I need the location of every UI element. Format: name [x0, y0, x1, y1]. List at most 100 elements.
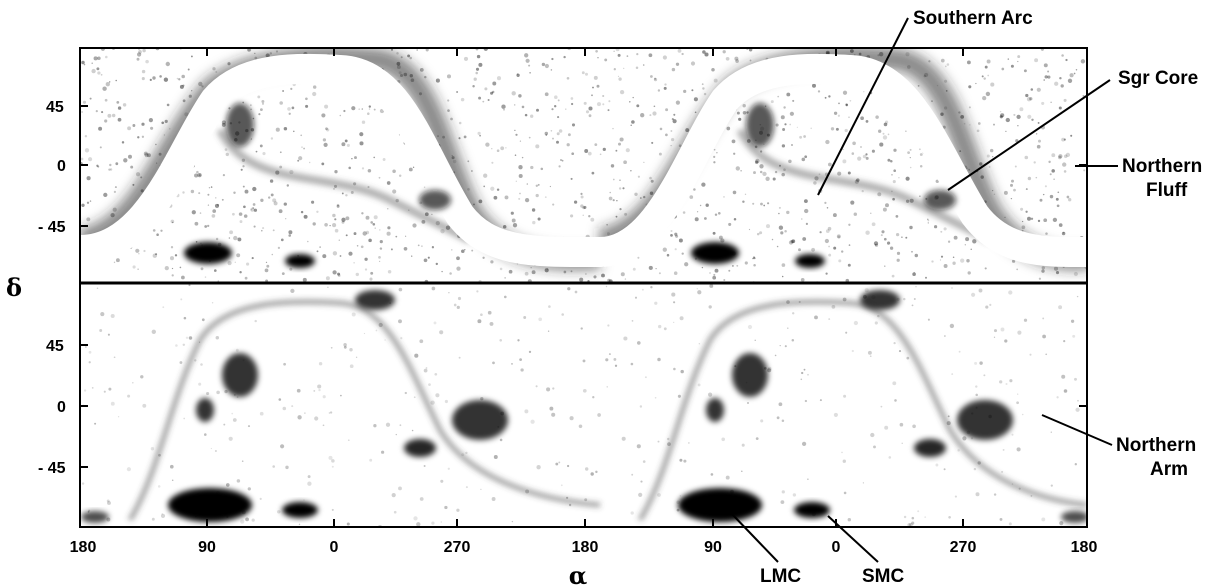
y-tick-top-m45: - 45 — [38, 219, 66, 236]
star-dot — [136, 57, 140, 61]
star-dot — [960, 258, 965, 263]
star-dot — [1008, 290, 1013, 295]
star-dot — [708, 305, 712, 309]
star-dot — [767, 366, 772, 371]
star-dot — [470, 170, 473, 172]
star-dot — [373, 108, 376, 111]
star-dot — [1059, 521, 1064, 526]
star-dot — [561, 159, 564, 162]
star-dot — [288, 230, 293, 235]
star-dot — [712, 231, 716, 235]
star-dot — [630, 170, 632, 172]
star-dot — [891, 274, 895, 278]
star-dot — [1054, 81, 1059, 86]
star-dot — [799, 135, 803, 139]
star-dot — [85, 346, 87, 348]
star-dot — [115, 258, 120, 263]
star-dot — [211, 214, 216, 218]
star-dot — [393, 510, 397, 514]
star-dot — [478, 199, 483, 204]
star-dot — [585, 110, 590, 114]
star-dot — [940, 230, 943, 233]
star-dot — [250, 104, 252, 106]
star-dot — [337, 274, 341, 277]
star-dot — [412, 166, 415, 168]
star-dot — [606, 223, 608, 226]
star-dot — [983, 77, 986, 80]
star-dot — [1021, 220, 1024, 223]
star-dot — [180, 298, 183, 301]
star-dot — [97, 56, 101, 60]
star-dot — [361, 108, 364, 110]
star-dot — [713, 161, 716, 164]
star-dot — [215, 237, 219, 241]
star-dot — [789, 123, 792, 126]
star-dot — [150, 447, 155, 451]
star-dot — [877, 192, 882, 197]
star-dot — [305, 97, 308, 101]
star-dot — [440, 521, 443, 523]
star-dot — [1027, 176, 1032, 181]
star-dot — [344, 139, 348, 143]
star-dot — [1044, 185, 1047, 188]
star-dot — [546, 387, 551, 392]
star-dot — [245, 517, 250, 522]
star-dot — [368, 108, 371, 110]
star-dot — [424, 75, 427, 79]
star-dot — [279, 165, 283, 169]
annotation-lines — [729, 17, 1118, 563]
star-dot — [171, 479, 174, 482]
star-dot — [456, 266, 461, 271]
star-dot — [109, 168, 113, 171]
star-dot — [107, 501, 111, 505]
star-dot — [602, 103, 605, 106]
bottom-star-density — [80, 284, 1080, 527]
star-dot — [962, 436, 967, 441]
star-dot — [96, 287, 99, 289]
star-dot — [1062, 162, 1067, 167]
star-dot — [113, 356, 116, 359]
star-dot — [253, 208, 258, 212]
star-dot — [88, 350, 92, 354]
star-dot — [259, 497, 262, 500]
star-dot — [670, 137, 675, 142]
star-dot — [1014, 165, 1017, 168]
star-dot — [655, 267, 657, 270]
star-dot — [1020, 207, 1024, 211]
top-lmc-blob-left — [184, 242, 232, 264]
star-dot — [504, 277, 506, 279]
star-dot — [658, 152, 662, 156]
star-dot — [626, 55, 629, 57]
top-clump-b — [746, 103, 774, 147]
star-dot — [1050, 484, 1053, 487]
star-dot — [593, 275, 597, 279]
star-dot — [895, 215, 899, 218]
star-dot — [833, 111, 838, 115]
star-dot — [1052, 217, 1058, 223]
top-southern-arc-left — [216, 128, 472, 244]
star-dot — [132, 183, 135, 186]
star-dot — [255, 150, 258, 153]
star-dot — [651, 141, 654, 144]
star-dot — [490, 91, 494, 95]
bottom-fringe-right — [1061, 511, 1087, 523]
star-dot — [1009, 379, 1013, 383]
star-dot — [281, 272, 285, 276]
star-dot — [747, 402, 749, 404]
bottom-clump-g — [957, 400, 1013, 440]
star-dot — [353, 232, 357, 236]
star-dot — [788, 159, 792, 164]
star-dot — [270, 193, 274, 197]
star-dot — [351, 312, 356, 317]
southern-arc-leader — [817, 17, 909, 196]
star-dot — [618, 187, 622, 190]
star-dot — [596, 84, 600, 88]
star-dot — [744, 193, 747, 196]
star-dot — [781, 263, 786, 267]
star-dot — [893, 169, 897, 173]
star-dot — [413, 516, 418, 521]
star-dot — [114, 186, 117, 189]
star-dot — [348, 166, 351, 170]
star-dot — [842, 459, 846, 463]
star-dot — [896, 251, 901, 256]
